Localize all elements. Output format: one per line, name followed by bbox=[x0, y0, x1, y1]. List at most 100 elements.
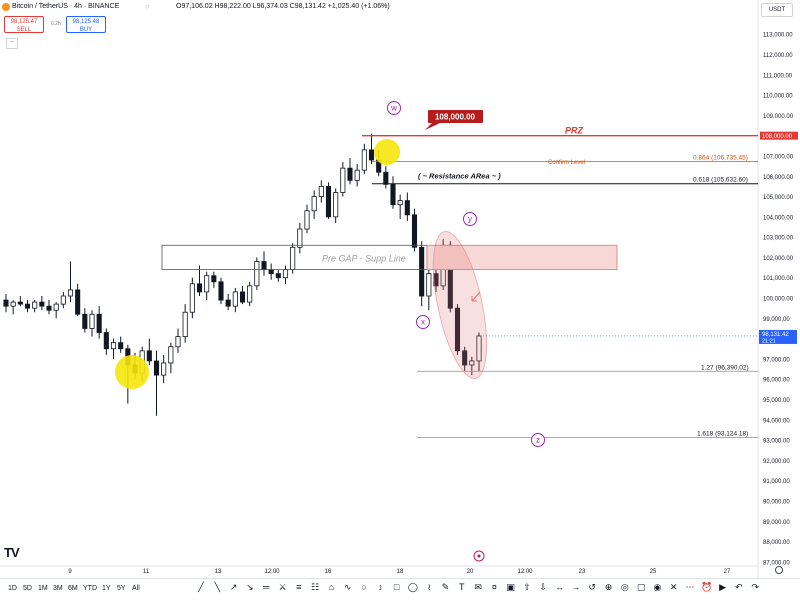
current-price-text: 98,131.42 bbox=[762, 332, 789, 338]
note-tool-icon[interactable]: ✉ bbox=[474, 582, 482, 592]
short-tool-icon[interactable]: ⇩ bbox=[539, 582, 548, 592]
wave-y-label: y bbox=[468, 215, 472, 224]
candle-body bbox=[24, 303, 31, 309]
candle-body bbox=[204, 275, 210, 293]
candle-body bbox=[347, 167, 353, 181]
candle-body bbox=[404, 200, 410, 216]
y-tick-label: 97,000.00 bbox=[763, 357, 790, 363]
magnet-tool-icon[interactable]: ◎ bbox=[620, 582, 629, 592]
sell-price: 98,125.47 bbox=[10, 19, 38, 25]
y-tick-label: 96,000.00 bbox=[763, 378, 790, 384]
candle-body bbox=[218, 281, 224, 301]
fib-tool-icon[interactable]: ≡ bbox=[296, 582, 302, 592]
candle-body bbox=[161, 362, 167, 376]
confirm-label: Confirm Level bbox=[548, 160, 585, 166]
lock-tool-icon[interactable]: ▢ bbox=[636, 582, 646, 592]
x-tick-label: 12:00 bbox=[517, 569, 533, 575]
x-tick-label: 20 bbox=[467, 569, 474, 575]
candle-body bbox=[3, 299, 9, 307]
gap-label: Pre GAP - Supp Line bbox=[322, 254, 406, 264]
zoom-tool-icon[interactable]: ⊕ bbox=[604, 582, 613, 592]
y-tick-label: 95,000.00 bbox=[763, 398, 790, 404]
countdown-text: 21:21 bbox=[762, 338, 776, 344]
trend-tool-icon[interactable]: ╲ bbox=[214, 582, 220, 592]
candle-body bbox=[426, 273, 432, 297]
candle-body bbox=[304, 210, 310, 230]
timeframe-3m[interactable]: 3M bbox=[53, 585, 63, 592]
candle-body bbox=[390, 183, 396, 206]
callout-tool-icon[interactable]: ▣ bbox=[506, 582, 515, 592]
forecast-tool-icon[interactable]: → bbox=[571, 582, 581, 592]
ray-tool-icon[interactable]: ↗ bbox=[229, 582, 238, 592]
trash-tool-icon[interactable]: ✕ bbox=[669, 582, 678, 592]
rect-tool-icon[interactable]: □ bbox=[393, 582, 400, 592]
timeframe-1d[interactable]: 1D bbox=[8, 585, 17, 592]
timeframe-ytd[interactable]: YTD bbox=[83, 585, 97, 592]
arrow-tool-icon[interactable]: ↘ bbox=[246, 582, 254, 592]
replay-tool-icon[interactable]: ▶ bbox=[719, 582, 727, 592]
price-axis bbox=[758, 0, 800, 578]
timeframe-6m[interactable]: 6M bbox=[68, 585, 78, 592]
buy-label: BUY bbox=[79, 27, 93, 33]
watchlist-icon[interactable]: ○ bbox=[145, 2, 150, 11]
brush-tool-icon[interactable]: ✎ bbox=[441, 582, 450, 592]
ruler-tool-icon[interactable]: ↺ bbox=[588, 582, 596, 592]
eye-tool-icon[interactable]: ◉ bbox=[653, 582, 662, 592]
candle-body bbox=[297, 228, 303, 248]
alert-tool-icon[interactable]: ⏰ bbox=[701, 582, 713, 592]
candle-body bbox=[383, 171, 389, 185]
candle-body bbox=[261, 261, 267, 271]
timeframe-all[interactable]: All bbox=[132, 585, 140, 592]
candle-body bbox=[189, 283, 195, 313]
collapse-icon[interactable]: − bbox=[6, 38, 18, 49]
candle-body bbox=[175, 336, 181, 348]
y-tick-label: 90,000.00 bbox=[763, 499, 790, 505]
currency-selector[interactable]: USDT bbox=[761, 3, 793, 17]
price-tool-icon[interactable]: ¤ bbox=[491, 582, 497, 592]
candle-body bbox=[89, 313, 95, 329]
pitchfork-tool-icon[interactable]: ⚔ bbox=[278, 582, 287, 592]
x-tick-label: 9 bbox=[68, 569, 72, 575]
timeframe-1m[interactable]: 1M bbox=[38, 585, 48, 592]
candle-body bbox=[96, 313, 102, 333]
candle-body bbox=[476, 335, 482, 362]
text-tool-icon[interactable]: T bbox=[459, 582, 465, 592]
candle-body bbox=[397, 200, 403, 206]
candle-body bbox=[32, 301, 38, 309]
timeframe-1y[interactable]: 1Y bbox=[102, 585, 111, 592]
timeframe-5d[interactable]: 5D bbox=[23, 585, 32, 592]
channel-tool-icon[interactable]: ═ bbox=[262, 582, 270, 592]
long-tool-icon[interactable]: ⇧ bbox=[523, 582, 531, 592]
y-tick-label: 105,000.00 bbox=[763, 195, 794, 201]
gann-tool-icon[interactable]: ☷ bbox=[311, 582, 320, 592]
candle-body bbox=[282, 269, 289, 279]
sell-label: SELL bbox=[16, 27, 32, 33]
line-tool-icon[interactable]: ╱ bbox=[198, 582, 204, 592]
projection-tool-icon[interactable]: ↕ bbox=[378, 582, 383, 592]
current-price-tag bbox=[759, 329, 797, 344]
x-tick-label: 16 bbox=[325, 569, 332, 575]
ellipse-tool-icon[interactable]: ◯ bbox=[407, 582, 418, 592]
cycle-tool-icon[interactable]: ○ bbox=[361, 582, 367, 592]
prz-label: PRZ bbox=[565, 126, 584, 136]
range-tool-icon[interactable]: ↔ bbox=[555, 582, 565, 592]
sell-button[interactable]: 98,125.47 SELL bbox=[4, 16, 44, 33]
path-tool-icon[interactable]: ≀ bbox=[427, 582, 431, 592]
candle-body bbox=[17, 301, 23, 305]
y-tick-label: 112,000.00 bbox=[763, 53, 793, 59]
x-tick-label: 13 bbox=[215, 569, 222, 575]
candle-body bbox=[146, 350, 152, 362]
undo-tool-icon[interactable]: ↶ bbox=[735, 582, 743, 592]
pattern-tool-icon[interactable]: ⌂ bbox=[328, 582, 335, 592]
symbol-title[interactable]: Bitcoin / TetherUS · 4h · BINANCE bbox=[12, 3, 120, 10]
wave-tool-icon[interactable]: ∿ bbox=[343, 582, 352, 592]
candle-body bbox=[67, 289, 74, 297]
buy-button[interactable]: 98,125.48 BUY bbox=[66, 16, 106, 33]
wave-w-label: w bbox=[390, 104, 397, 113]
candle-body bbox=[411, 214, 418, 248]
more-tool-icon[interactable]: ⋯ bbox=[685, 582, 695, 592]
candle-body bbox=[254, 261, 260, 287]
timeframe-5y[interactable]: 5Y bbox=[117, 585, 126, 592]
redo-tool-icon[interactable]: ↷ bbox=[751, 582, 759, 592]
